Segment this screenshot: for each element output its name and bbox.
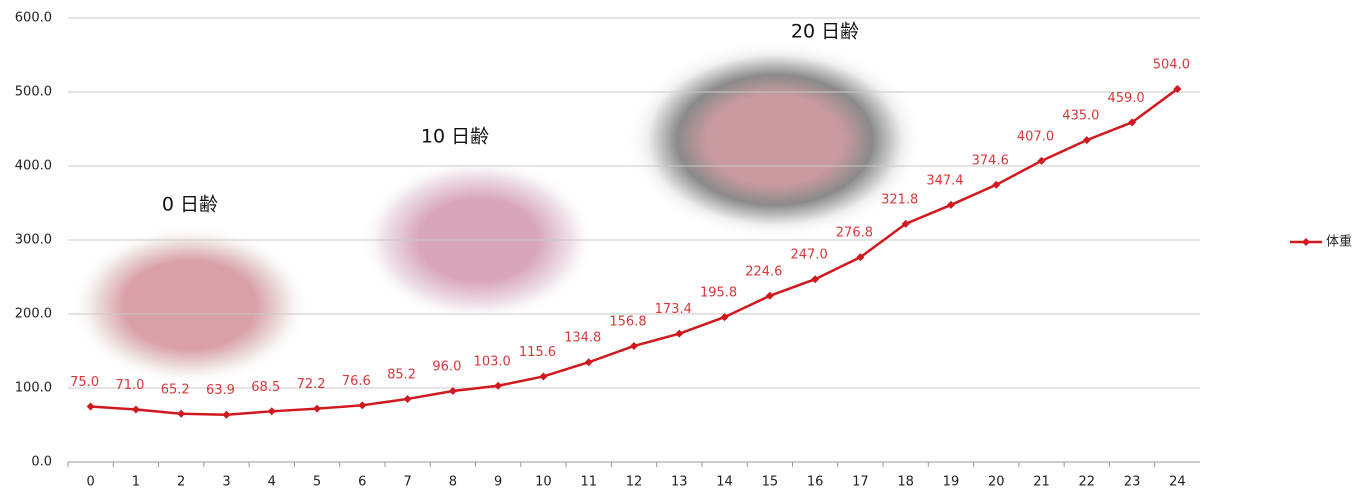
x-tick-label: 8 — [449, 475, 457, 490]
x-tick-label: 14 — [716, 475, 733, 490]
marker — [131, 405, 140, 414]
value-label: 407.0 — [1017, 129, 1054, 144]
marker — [1037, 156, 1046, 165]
x-tick-label: 16 — [807, 475, 824, 490]
y-tick-label: 500.0 — [15, 85, 52, 100]
value-label: 134.8 — [564, 331, 601, 346]
y-tick-label: 200.0 — [15, 307, 52, 322]
x-tick-label: 11 — [580, 475, 597, 490]
x-tick-label: 3 — [222, 475, 230, 490]
marker — [856, 253, 865, 262]
x-tick-label: 0 — [86, 475, 94, 490]
y-tick-label: 300.0 — [15, 233, 52, 248]
marker — [901, 219, 910, 228]
y-tick-label: 600.0 — [15, 11, 52, 26]
legend-label: 体重 — [1326, 234, 1352, 250]
x-tick-label: 20 — [988, 475, 1005, 490]
value-label: 156.8 — [609, 314, 646, 329]
marker — [584, 358, 593, 367]
value-label: 321.8 — [881, 192, 918, 207]
x-tick-label: 18 — [897, 475, 914, 490]
value-label: 173.4 — [655, 302, 692, 317]
x-tick-label: 1 — [132, 475, 140, 490]
value-label: 435.0 — [1062, 109, 1099, 124]
marker — [403, 394, 412, 403]
x-tick-label: 15 — [762, 475, 779, 490]
value-label: 115.6 — [519, 345, 556, 360]
value-label: 347.4 — [926, 173, 963, 188]
value-label: 71.0 — [115, 378, 144, 393]
x-tick-label: 13 — [671, 475, 688, 490]
marker — [222, 410, 231, 419]
annotation: 0 日齢 — [162, 194, 218, 216]
value-label: 85.2 — [387, 367, 416, 382]
marker — [765, 291, 774, 300]
x-tick-label: 7 — [403, 475, 411, 490]
marker — [630, 341, 638, 350]
x-tick-label: 23 — [1124, 475, 1141, 490]
value-label: 103.0 — [474, 354, 511, 369]
marker — [720, 313, 729, 322]
marker — [177, 409, 186, 418]
x-tick-label: 12 — [626, 475, 643, 490]
marker — [494, 381, 503, 390]
value-label: 247.0 — [791, 248, 828, 263]
marker — [1128, 118, 1137, 127]
value-label: 68.5 — [251, 380, 280, 395]
value-label: 63.9 — [206, 383, 235, 398]
marker — [313, 404, 322, 413]
x-tick-label: 5 — [313, 475, 321, 490]
x-tick-label: 17 — [852, 475, 869, 490]
annotation: 20 日齢 — [791, 21, 859, 43]
x-tick-label: 21 — [1033, 475, 1050, 490]
marker — [539, 372, 548, 381]
value-label: 224.6 — [745, 264, 782, 279]
marker — [992, 180, 1001, 189]
value-label: 96.0 — [432, 359, 461, 374]
marker — [86, 402, 95, 411]
marker — [1173, 85, 1182, 94]
value-label: 76.6 — [342, 374, 371, 389]
legend-marker — [1302, 238, 1310, 246]
x-tick-label: 4 — [268, 475, 276, 490]
annotation: 10 日齢 — [421, 126, 489, 148]
marker — [358, 401, 367, 410]
x-tick-label: 6 — [358, 475, 366, 490]
photo — [70, 225, 310, 385]
value-label: 459.0 — [1107, 91, 1144, 106]
photo — [625, 40, 925, 240]
value-label: 195.8 — [700, 286, 737, 301]
marker — [448, 386, 457, 395]
y-tick-label: 400.0 — [15, 159, 52, 174]
value-label: 276.8 — [836, 226, 873, 241]
value-label: 504.0 — [1153, 58, 1190, 73]
marker — [267, 407, 276, 416]
value-label: 65.2 — [161, 382, 190, 397]
x-tick-label: 9 — [494, 475, 502, 490]
y-tick-label: 100.0 — [15, 381, 52, 396]
x-tick-label: 22 — [1079, 475, 1096, 490]
marker — [675, 329, 684, 338]
y-tick-label: 0.0 — [31, 455, 52, 470]
marker — [946, 200, 955, 209]
x-tick-label: 10 — [535, 475, 552, 490]
marker — [1082, 136, 1091, 145]
x-tick-label: 2 — [177, 475, 185, 490]
x-tick-label: 24 — [1169, 475, 1186, 490]
marker — [811, 275, 820, 284]
value-label: 72.2 — [297, 377, 326, 392]
value-label: 75.0 — [70, 375, 99, 390]
value-label: 374.6 — [972, 153, 1009, 168]
x-tick-label: 19 — [943, 475, 960, 490]
